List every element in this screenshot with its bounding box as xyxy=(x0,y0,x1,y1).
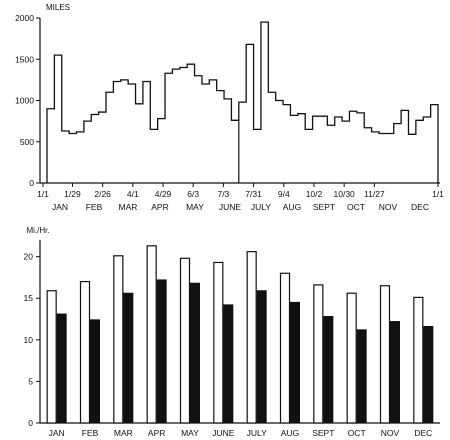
month-label: JUNE xyxy=(219,202,242,212)
bar-filled xyxy=(256,290,267,424)
y-axis-label: Mi./Hr. xyxy=(26,226,49,235)
x-tick-label: 1/29 xyxy=(64,189,81,199)
category-label: JULY xyxy=(247,428,267,438)
bar-open xyxy=(379,285,391,424)
category-label: MAY xyxy=(181,428,199,438)
month-label: APR xyxy=(151,202,168,212)
x-tick-label: 4/1 xyxy=(127,189,139,199)
x-tick-label: 7/3 xyxy=(217,189,229,199)
category-label: FEB xyxy=(82,428,99,438)
bar-filled xyxy=(390,321,400,424)
month-label: MAY xyxy=(186,202,204,212)
y-tick-label: 2000 xyxy=(15,13,34,23)
bar-filled xyxy=(190,282,200,424)
category-label: APR xyxy=(148,428,165,438)
category-label: MAR xyxy=(114,428,133,438)
bar-open xyxy=(346,292,357,424)
bar-filled xyxy=(356,329,367,424)
bar-open xyxy=(146,245,157,424)
x-tick-label: 1/1 xyxy=(37,189,49,199)
x-tick-label: 9/4 xyxy=(278,189,290,199)
bar-open xyxy=(279,272,291,424)
month-label: MAR xyxy=(119,202,138,212)
x-tick-label: 10/30 xyxy=(334,189,356,199)
month-label: DEC xyxy=(411,202,429,212)
bar-filled xyxy=(90,319,100,424)
y-tick-label: 10 xyxy=(24,335,34,345)
month-label: AUG xyxy=(283,202,301,212)
mileage-step-line xyxy=(46,21,439,183)
y-tick-label: 1500 xyxy=(15,54,34,64)
month-label: SEPT xyxy=(313,202,335,212)
x-tick-label: 4/29 xyxy=(155,189,172,199)
bar-open xyxy=(313,284,324,424)
y-tick-label: 20 xyxy=(24,252,34,262)
monthly-wind-speed-chart: Mi./Hr. 0 5 10 15 20 JAN FEB MAR APR MAY JUNE JULY AU… xyxy=(24,226,440,438)
y-axis-label: MILES xyxy=(46,3,70,12)
bar-open xyxy=(113,255,124,424)
y-tick-label: 5 xyxy=(28,376,33,386)
weekly-mileage-chart: MILES 0 500 1000 1500 2000 1/1 1/29 2/26 4/1 4/29 6… xyxy=(15,3,444,212)
category-label: NOV xyxy=(381,428,400,438)
month-label: NOV xyxy=(379,202,398,212)
bar-open xyxy=(46,290,57,424)
bar-open xyxy=(413,296,424,424)
x-tick-label: 7/31 xyxy=(245,189,262,199)
bar-filled xyxy=(223,304,234,424)
y-tick-label: 500 xyxy=(20,137,34,147)
category-label: SEPT xyxy=(312,428,334,438)
x-tick-label: 6/3 xyxy=(187,189,199,199)
category-label: OCT xyxy=(348,428,366,438)
month-label: OCT xyxy=(347,202,365,212)
bar-filled xyxy=(156,279,167,424)
category-label: JUNE xyxy=(212,428,235,438)
category-label: AUG xyxy=(281,428,299,438)
month-label: FEB xyxy=(86,202,103,212)
category-label: JAN xyxy=(49,428,65,438)
bar-open xyxy=(79,280,91,424)
month-label: JAN xyxy=(52,202,68,212)
bar-filled xyxy=(290,301,300,424)
y-tick-label: 0 xyxy=(28,418,33,428)
bar-open xyxy=(179,257,191,424)
x-tick-label: 2/26 xyxy=(94,189,111,199)
bar-filled xyxy=(423,326,434,424)
category-label: DEC xyxy=(414,428,432,438)
month-label: JULY xyxy=(251,202,271,212)
x-tick-label: 11/27 xyxy=(364,189,385,199)
bar-filled xyxy=(123,292,134,424)
x-tick-label: 1/1 xyxy=(432,189,444,199)
bar-open xyxy=(246,251,257,424)
y-tick-label: 15 xyxy=(24,293,34,303)
bar-open xyxy=(213,261,224,424)
x-tick-label: 10/2 xyxy=(306,189,323,199)
y-tick-label: 1000 xyxy=(15,96,34,106)
bar-filled xyxy=(323,316,334,424)
y-tick-label: 0 xyxy=(29,178,34,188)
bar-filled xyxy=(56,313,67,424)
